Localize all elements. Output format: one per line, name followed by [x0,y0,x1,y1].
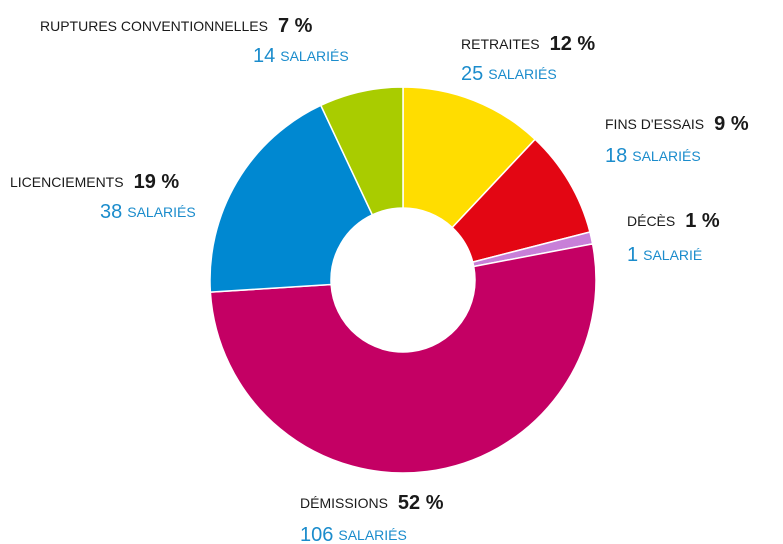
count-unit: SALARIÉ [643,247,702,263]
slice-label: LICENCIEMENTS 19 % [10,171,179,193]
count-unit: SALARIÉS [632,148,700,164]
slice [209,242,597,474]
slice [319,86,404,216]
slice-label: FINS D'ESSAIS 9 % [605,113,749,135]
count-unit: SALARIÉS [127,204,195,220]
category-name: DÉMISSIONS [300,495,388,511]
category-name: FINS D'ESSAIS [605,116,704,132]
count-label: 106 SALARIÉS [300,524,407,544]
count: 1 [627,244,638,266]
count-label: 38 SALARIÉS [100,201,196,223]
count: 18 [605,145,627,167]
count-label: 25 SALARIÉS [461,63,557,85]
count-label: 1 SALARIÉ [627,244,702,266]
count-unit: SALARIÉS [488,66,556,82]
percent-label: 7 % [278,15,313,37]
category-name: LICENCIEMENTS [10,174,124,190]
slice-label: DÉMISSIONS 52 % [300,492,444,514]
slice [402,86,537,229]
count: 38 [100,201,122,223]
count: 25 [461,63,483,85]
count-label: 18 SALARIÉS [605,145,701,167]
count: 14 [253,45,275,67]
percent-label: 9 % [714,113,749,135]
slice-label: RUPTURES CONVENTIONNELLES 7 % [40,15,313,37]
count-unit: SALARIÉS [280,48,348,64]
percent-label: 19 % [134,171,180,193]
category-name: DÉCÈS [627,213,675,229]
count: 106 [300,524,333,544]
count-unit: SALARIÉS [338,527,406,543]
slice-label: DÉCÈS 1 % [627,210,720,232]
count-label: 14 SALARIÉS [253,45,349,67]
slice [209,104,374,293]
percent-label: 12 % [550,33,596,55]
percent-label: 1 % [685,210,720,232]
percent-label: 52 % [398,492,444,514]
category-name: RUPTURES CONVENTIONNELLES [40,18,268,34]
category-name: RETRAITES [461,36,540,52]
slice-label: RETRAITES 12 % [461,33,595,55]
